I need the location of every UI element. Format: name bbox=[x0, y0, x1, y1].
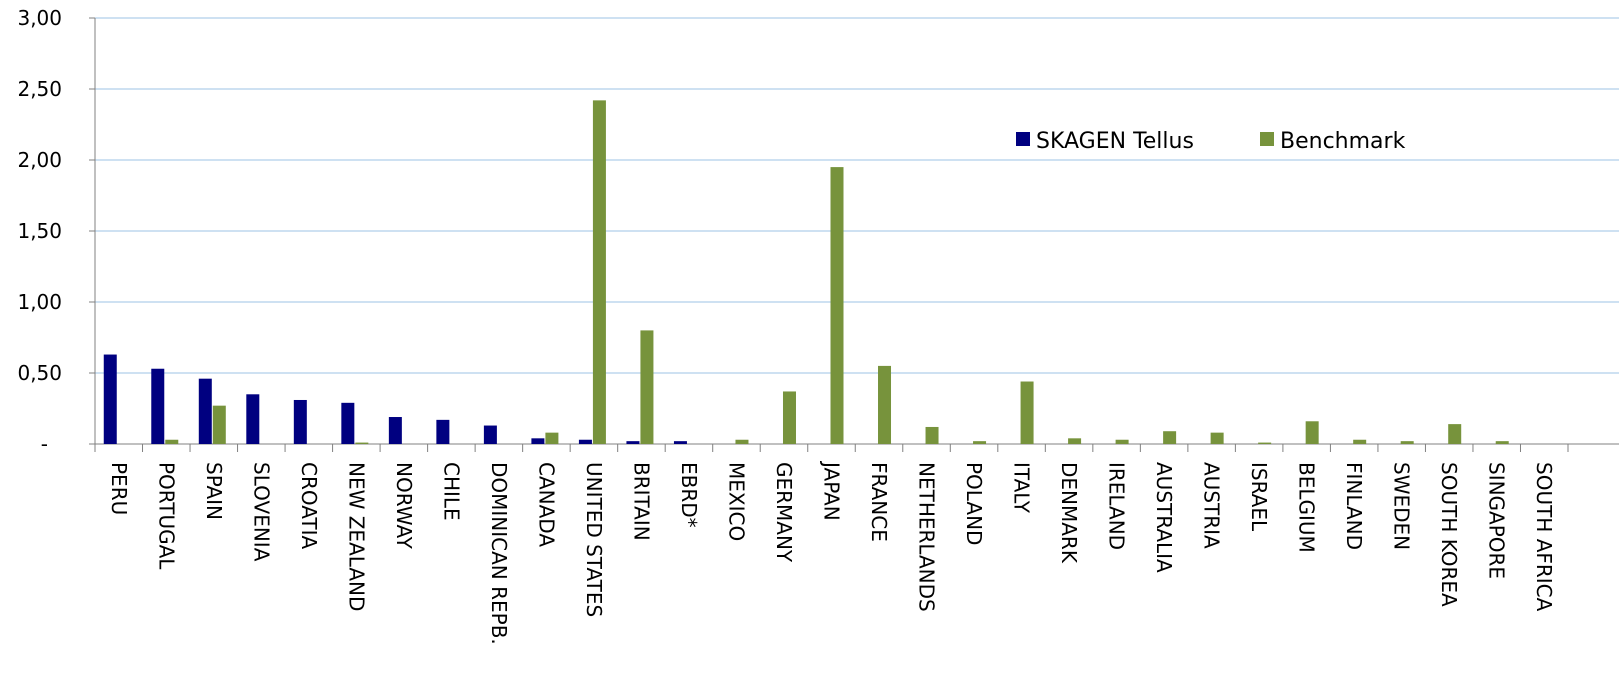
bar-benchmark bbox=[545, 432, 559, 444]
x-category-label: AUSTRIA bbox=[1200, 462, 1224, 549]
bar-skagen-tellus bbox=[198, 378, 212, 444]
bar-benchmark bbox=[1115, 439, 1129, 444]
y-tick-label: 0,50 bbox=[17, 361, 62, 385]
x-category-label: POLAND bbox=[962, 462, 986, 545]
x-category-label: IRELAND bbox=[1105, 462, 1129, 550]
bar-skagen-tellus bbox=[626, 441, 640, 444]
bar-benchmark bbox=[165, 439, 179, 444]
x-category-label: CHILE bbox=[439, 462, 463, 521]
gridlines bbox=[89, 17, 1619, 445]
bar-benchmark bbox=[1353, 439, 1367, 444]
x-category-label: AUSTRALIA bbox=[1152, 462, 1176, 573]
legend-label: Benchmark bbox=[1280, 129, 1406, 154]
bar-skagen-tellus bbox=[483, 425, 497, 444]
bar-skagen-tellus bbox=[436, 419, 450, 444]
y-tick-label: 2,00 bbox=[17, 148, 62, 172]
legend-swatch-benchmark bbox=[1260, 132, 1274, 146]
x-category-label: NORWAY bbox=[392, 462, 416, 550]
bar-skagen-tellus bbox=[293, 399, 307, 444]
y-tick-label: 2,50 bbox=[17, 77, 62, 101]
x-category-label: DOMINICAN REPB. bbox=[487, 462, 511, 645]
bar-benchmark bbox=[1210, 432, 1224, 444]
x-category-label: BELGIUM bbox=[1295, 462, 1319, 553]
bar-skagen-tellus bbox=[151, 368, 165, 444]
y-tick-label: 1,00 bbox=[17, 290, 62, 314]
bar-skagen-tellus bbox=[531, 438, 545, 444]
x-category-label: SLOVENIA bbox=[249, 462, 273, 562]
x-category-label: SOUTH AFRICA bbox=[1532, 462, 1556, 612]
bar-benchmark bbox=[1163, 431, 1177, 444]
x-category-label: BRITAIN bbox=[629, 462, 653, 541]
bar-benchmark bbox=[735, 439, 749, 444]
bar-benchmark bbox=[782, 391, 796, 444]
bar-skagen-tellus bbox=[673, 441, 687, 444]
bar-benchmark bbox=[1068, 438, 1082, 444]
legend: SKAGEN Tellus Benchmark bbox=[1016, 129, 1406, 154]
bar-benchmark bbox=[1495, 441, 1509, 444]
bars bbox=[103, 100, 1509, 445]
bar-benchmark bbox=[973, 441, 987, 444]
x-category-label: MEXICO bbox=[724, 462, 748, 541]
x-category-label: NETHERLANDS bbox=[915, 462, 939, 612]
bar-skagen-tellus bbox=[578, 439, 592, 444]
bar-benchmark bbox=[640, 330, 654, 444]
x-category-label: NEW ZEALAND bbox=[344, 462, 368, 611]
x-category-label: PERU bbox=[107, 462, 131, 515]
bar-skagen-tellus bbox=[103, 354, 117, 444]
y-tick-label: - bbox=[41, 432, 48, 456]
legend-label: SKAGEN Tellus bbox=[1036, 129, 1194, 154]
x-category-label: SWEDEN bbox=[1390, 462, 1414, 550]
bar-skagen-tellus bbox=[341, 402, 355, 444]
bar-benchmark bbox=[1400, 441, 1414, 444]
x-category-label: EBRD* bbox=[677, 462, 701, 528]
bar-benchmark bbox=[1305, 421, 1319, 444]
bar-benchmark bbox=[592, 100, 606, 445]
x-category-label: SINGAPORE bbox=[1485, 462, 1509, 579]
bar-skagen-tellus bbox=[246, 394, 260, 444]
x-category-label: UNITED STATES bbox=[582, 462, 606, 617]
x-category-label: FINLAND bbox=[1342, 462, 1366, 550]
bar-benchmark bbox=[1258, 442, 1272, 444]
x-category-label: ISRAEL bbox=[1247, 462, 1271, 532]
bar-skagen-tellus bbox=[388, 417, 402, 444]
x-category-label: FRANCE bbox=[867, 462, 891, 542]
x-category-label: ITALY bbox=[1010, 462, 1034, 514]
bar-benchmark bbox=[355, 442, 369, 444]
y-tick-label: 1,50 bbox=[17, 219, 62, 243]
legend-swatch-skagen-tellus bbox=[1016, 132, 1030, 146]
bar-benchmark bbox=[925, 426, 939, 444]
x-category-label: SPAIN bbox=[202, 462, 226, 520]
x-category-label: CANADA bbox=[534, 462, 558, 547]
x-category-label: JAPAN bbox=[820, 460, 844, 521]
bar-benchmark bbox=[1448, 424, 1462, 444]
y-tick-label: 3,00 bbox=[17, 6, 62, 30]
bar-benchmark bbox=[1020, 381, 1034, 444]
bar-benchmark bbox=[212, 405, 226, 444]
bar-benchmark bbox=[830, 167, 844, 444]
x-category-label: CROATIA bbox=[297, 462, 321, 549]
x-category-label: SOUTH KOREA bbox=[1437, 462, 1461, 607]
x-category-label: DENMARK bbox=[1057, 462, 1081, 564]
x-category-label: PORTUGAL bbox=[154, 462, 178, 570]
x-category-label: GERMANY bbox=[772, 462, 796, 563]
bar-benchmark bbox=[878, 365, 892, 444]
